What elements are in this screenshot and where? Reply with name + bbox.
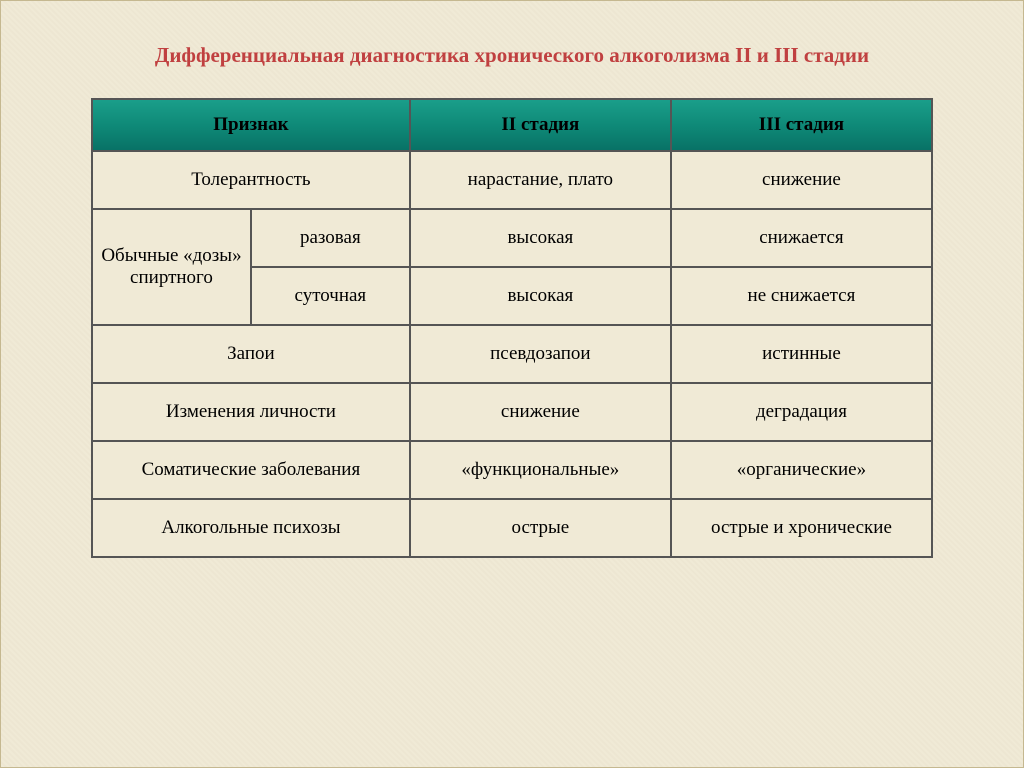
header-sign: Признак [92,99,410,151]
cell-doses-daily-sub: суточная [251,267,410,325]
cell-somatic-stage3: «органические» [671,441,932,499]
cell-personality-stage3: деградация [671,383,932,441]
slide-title: Дифференциальная диагностика хроническог… [91,41,933,70]
header-stage2: II стадия [410,99,671,151]
cell-personality-sign: Изменения личности [92,383,410,441]
cell-tolerance-stage2: нарастание, плато [410,151,671,209]
cell-psychoses-sign: Алкогольные психозы [92,499,410,557]
cell-doses-daily-stage2: высокая [410,267,671,325]
cell-doses-single-stage3: снижается [671,209,932,267]
table-row: Изменения личности снижение деградация [92,383,932,441]
table-row: Запои псевдозапои истинные [92,325,932,383]
header-stage3: III стадия [671,99,932,151]
cell-binges-stage2: псевдозапои [410,325,671,383]
cell-psychoses-stage3: острые и хронические [671,499,932,557]
cell-binges-stage3: истинные [671,325,932,383]
table-row: Соматические заболевания «функциональные… [92,441,932,499]
table-row: Обычные «дозы» спиртного разовая высокая… [92,209,932,267]
slide-container: Дифференциальная диагностика хроническог… [1,1,1023,598]
cell-somatic-sign: Соматические заболевания [92,441,410,499]
cell-psychoses-stage2: острые [410,499,671,557]
cell-doses-single-stage2: высокая [410,209,671,267]
cell-tolerance-sign: Толерантность [92,151,410,209]
table-row: Толерантность нарастание, плато снижение [92,151,932,209]
table-header-row: Признак II стадия III стадия [92,99,932,151]
cell-doses-daily-stage3: не снижается [671,267,932,325]
cell-somatic-stage2: «функциональные» [410,441,671,499]
diagnostic-table: Признак II стадия III стадия Толерантнос… [91,98,933,558]
cell-tolerance-stage3: снижение [671,151,932,209]
cell-doses-single-sub: разовая [251,209,410,267]
cell-binges-sign: Запои [92,325,410,383]
cell-personality-stage2: снижение [410,383,671,441]
table-row: Алкогольные психозы острые острые и хрон… [92,499,932,557]
cell-doses-label: Обычные «дозы» спиртного [92,209,251,325]
